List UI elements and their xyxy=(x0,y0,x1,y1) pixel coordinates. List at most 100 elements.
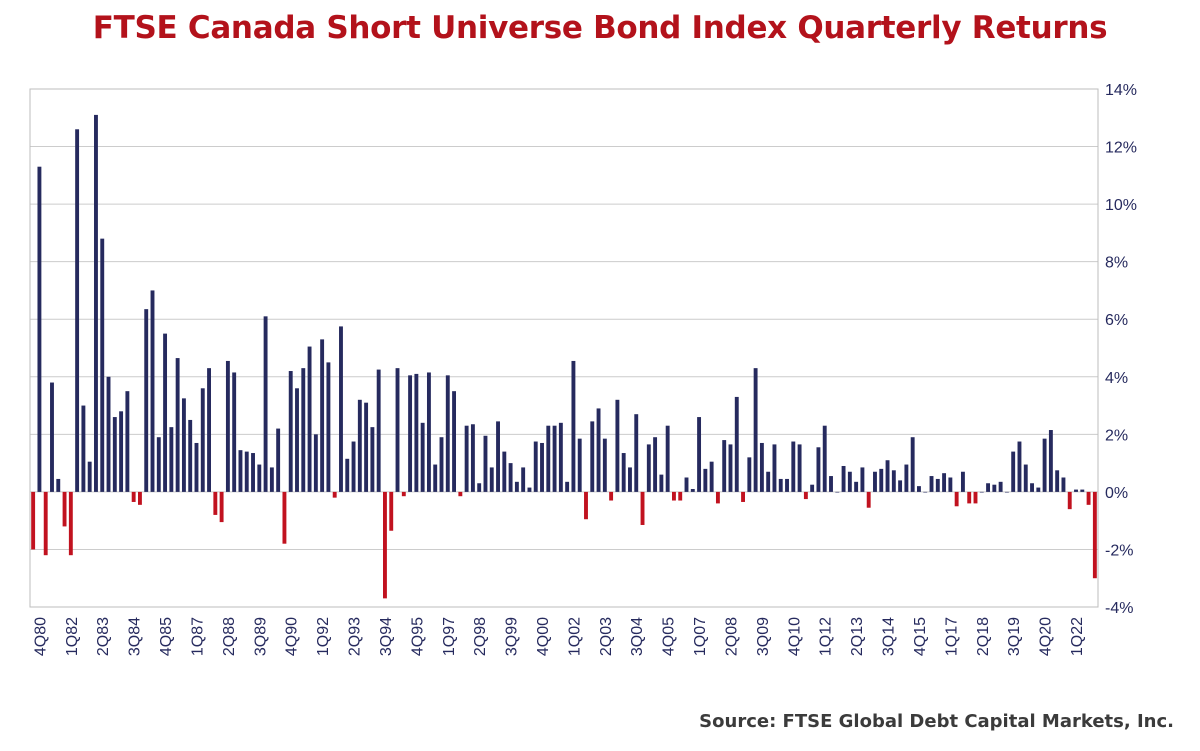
x-tick-label: 1Q07 xyxy=(692,617,709,656)
data-bar xyxy=(219,491,224,523)
x-tick-label: 4Q85 xyxy=(158,617,175,656)
data-bar xyxy=(131,491,136,502)
data-bar xyxy=(1061,477,1066,492)
data-bar xyxy=(584,491,588,520)
data-bar xyxy=(690,489,695,492)
data-bar xyxy=(313,434,318,492)
data-bar xyxy=(753,368,758,492)
data-bar xyxy=(1042,438,1047,492)
data-bar xyxy=(653,437,658,492)
x-tick-label: 2Q93 xyxy=(347,617,364,656)
data-bar xyxy=(1011,451,1016,492)
data-bar xyxy=(439,437,444,492)
x-tick-label: 2Q18 xyxy=(975,617,992,656)
data-bar xyxy=(709,461,714,492)
data-bar xyxy=(715,491,720,504)
data-bar xyxy=(181,398,186,492)
data-bar xyxy=(728,444,733,492)
data-bar xyxy=(364,402,369,492)
data-bar xyxy=(646,444,651,492)
data-bar xyxy=(370,427,375,492)
x-tick-label: 3Q99 xyxy=(504,617,521,656)
data-bar xyxy=(766,471,771,492)
data-bar xyxy=(841,465,846,492)
data-bar xyxy=(452,391,457,492)
data-bar xyxy=(163,333,168,492)
data-bar xyxy=(194,442,199,492)
data-bar xyxy=(803,491,808,500)
data-bar xyxy=(558,422,563,492)
data-bar xyxy=(156,437,161,492)
x-tick-label: 4Q10 xyxy=(786,617,803,656)
x-tick-label: 1Q12 xyxy=(818,617,835,656)
data-bar xyxy=(948,477,953,492)
plot-frame xyxy=(29,88,1099,608)
data-bar xyxy=(31,491,36,550)
data-bar xyxy=(879,468,884,492)
data-bar xyxy=(540,442,544,492)
data-bar xyxy=(339,326,343,492)
data-bar xyxy=(282,491,287,544)
data-bar xyxy=(445,375,450,492)
x-tick-label: 1Q87 xyxy=(189,617,206,656)
data-bar xyxy=(1017,441,1022,492)
data-bar xyxy=(816,447,821,492)
data-bar xyxy=(1023,464,1028,492)
data-bar xyxy=(477,483,482,492)
data-bar xyxy=(1067,491,1072,510)
data-bar xyxy=(634,414,639,492)
data-bar xyxy=(112,417,117,492)
x-tick-label: 1Q82 xyxy=(64,617,81,656)
data-bar xyxy=(433,464,438,492)
data-bar xyxy=(464,425,469,492)
data-bar xyxy=(1004,491,1009,493)
x-tick-label: 2Q98 xyxy=(472,617,489,656)
data-bar xyxy=(232,372,237,492)
data-bar xyxy=(759,442,764,492)
data-bar xyxy=(929,476,934,492)
data-bar xyxy=(269,467,274,492)
data-bar xyxy=(596,408,601,492)
data-bar xyxy=(772,444,777,492)
source-note: Source: FTSE Global Debt Capital Markets… xyxy=(699,711,1174,732)
data-bar xyxy=(169,427,174,492)
data-bar xyxy=(276,428,281,492)
data-bar xyxy=(810,484,815,492)
data-bar xyxy=(986,483,991,492)
x-tick-label: 1Q17 xyxy=(943,617,960,656)
data-bar xyxy=(734,396,739,492)
y-tick-label: 8% xyxy=(1105,255,1128,272)
data-bar xyxy=(244,451,249,492)
data-bar xyxy=(458,491,463,497)
data-bar xyxy=(263,316,268,492)
data-bar xyxy=(288,371,293,492)
data-bar xyxy=(470,424,475,492)
data-bar xyxy=(1036,487,1041,492)
data-bar xyxy=(37,166,42,492)
data-bar xyxy=(225,360,230,492)
data-bar xyxy=(785,478,789,492)
x-tick-label: 2Q83 xyxy=(95,617,112,656)
y-tick-label: 10% xyxy=(1105,197,1137,214)
x-tick-label: 4Q15 xyxy=(912,617,929,656)
x-tick-label: 1Q97 xyxy=(441,617,458,656)
data-bar xyxy=(960,471,965,492)
data-bar xyxy=(998,481,1003,492)
data-bar xyxy=(207,368,211,492)
data-bar xyxy=(213,491,218,515)
data-bar xyxy=(94,114,98,492)
data-bar xyxy=(238,450,243,492)
y-tick-label: 2% xyxy=(1105,427,1128,444)
x-tick-label: 4Q95 xyxy=(409,617,426,656)
data-bar xyxy=(1048,430,1053,492)
x-tick-label: 3Q09 xyxy=(755,617,772,656)
data-bar xyxy=(973,491,978,504)
data-bar xyxy=(615,399,620,492)
x-tick-label: 4Q20 xyxy=(1038,617,1055,656)
data-bar xyxy=(496,421,500,492)
data-bar xyxy=(383,491,387,599)
data-bar xyxy=(521,467,526,492)
data-bar xyxy=(621,453,626,492)
data-bar xyxy=(910,437,915,492)
data-bar xyxy=(577,438,582,492)
